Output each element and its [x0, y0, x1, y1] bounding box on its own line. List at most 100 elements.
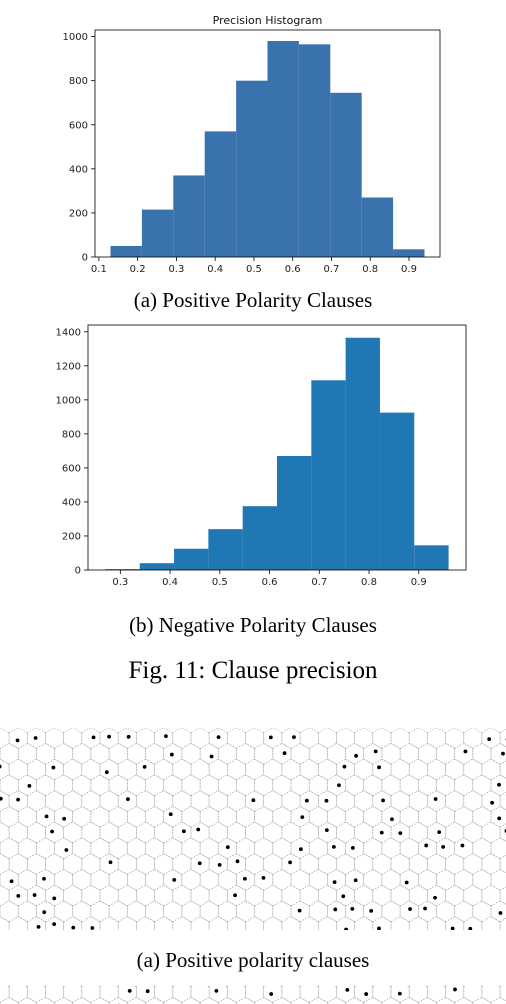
hexagon-cell: [299, 728, 319, 749]
hexagon-cell: [17, 837, 37, 860]
hexagon-cell: [245, 853, 265, 875]
hexagon-cell: [36, 837, 55, 860]
hexagon-cell: [227, 728, 246, 749]
clause-dot: [423, 906, 427, 911]
histogram-bar: [393, 249, 425, 257]
hexagon-cell: [290, 868, 310, 891]
hexagon-cell: [45, 728, 65, 749]
clause-dot: [463, 749, 468, 754]
hexagon-grid: [0, 728, 506, 930]
y-tick-label: 200: [62, 531, 81, 542]
hexagon-cell: [417, 868, 437, 891]
hexagon-cell: [0, 868, 19, 891]
y-tick-label: 1400: [56, 327, 81, 338]
clause-dot: [51, 765, 56, 770]
hexagon-cell: [190, 986, 210, 1003]
hexagon-cell: [145, 837, 164, 860]
x-tick-label: 0.4: [162, 577, 178, 588]
hexagon-cell: [481, 821, 501, 844]
hexagon-cell: [363, 837, 383, 860]
clause-dot: [298, 847, 303, 852]
x-tick-label: 0.5: [212, 577, 228, 588]
hexagon-cell: [481, 853, 501, 875]
hexagon-cell: [154, 728, 174, 749]
hexagon-cell: [172, 728, 192, 749]
hexagon-cell: [417, 805, 437, 828]
hexagon-cell: [163, 868, 183, 891]
hexagon-cell: [90, 837, 110, 860]
hexagon-cell: [445, 728, 465, 749]
hexagon-cell: [0, 774, 19, 797]
clause-dot: [71, 925, 76, 930]
hexagon-cell: [299, 758, 319, 781]
hexagon-cell: [354, 986, 374, 1003]
hexagon-cell: [208, 986, 228, 1003]
hexagon-cell: [72, 900, 92, 923]
clause-dot: [52, 896, 57, 901]
clause-dot: [288, 860, 292, 865]
hexagon-cell: [45, 758, 65, 781]
histogram-bar: [208, 529, 243, 570]
hexagon-cell: [72, 742, 92, 765]
clause-dot: [441, 845, 446, 849]
hexagon-cell: [354, 758, 374, 781]
hexagon-cell: [90, 742, 110, 765]
hexagon-cell: [0, 821, 10, 844]
hexagon-cell: [236, 805, 255, 828]
hexagon-cell: [36, 742, 55, 765]
hexagon-cell: [90, 900, 110, 923]
hexagon-cell: [8, 728, 28, 749]
clause-dot: [437, 830, 442, 835]
hexagon-cell: [172, 790, 192, 812]
hexagon-cell: [36, 774, 55, 797]
hexagon-cell: [227, 986, 246, 1003]
histogram-bar: [277, 456, 312, 570]
hexagon-cell: [345, 996, 365, 1004]
clause-dot: [251, 798, 256, 803]
clause-dot: [169, 752, 174, 757]
hexagon-cell: [227, 758, 246, 781]
hexagon-cell: [481, 790, 501, 812]
hexagon-cell: [17, 742, 37, 765]
hexagon-cell: [81, 986, 101, 1003]
hexagon-cell: [0, 996, 19, 1004]
hexagon-cell: [136, 728, 155, 749]
hexagon-cell: [427, 728, 446, 749]
hexagon-cell: [145, 805, 164, 828]
clause-dot: [42, 910, 47, 915]
hexagon-cell: [172, 758, 192, 781]
clause-dot: [27, 784, 32, 788]
hexagon-cell: [399, 900, 419, 923]
clause-dot: [337, 783, 341, 788]
hexagon-cell: [199, 742, 219, 765]
hexagon-cell: [26, 986, 46, 1003]
hexagon-cell: [345, 805, 365, 828]
hexagon-cell: [217, 868, 237, 891]
hexagon-cell: [327, 900, 346, 923]
hexagon-cell: [436, 900, 456, 923]
hexagon-cell: [136, 790, 155, 812]
y-tick-label: 600: [62, 463, 81, 474]
hexagon-cell: [408, 821, 428, 844]
hexagon-cell: [54, 805, 73, 828]
clause-dot: [487, 737, 492, 742]
hexagon-cell: [81, 758, 101, 781]
hexagon-cell: [236, 868, 255, 891]
hexagon-cell: [481, 986, 501, 1003]
hexagon-cell: [281, 728, 301, 749]
hexagon-cell: [399, 837, 419, 860]
hexagon-cell: [217, 774, 237, 797]
hexagon-cell: [336, 853, 355, 875]
clause-dot: [433, 797, 438, 801]
hexagon-cell: [172, 986, 192, 1003]
hexagon-cell: [163, 805, 183, 828]
hexagon-cell: [417, 742, 437, 765]
hexagon-cell: [8, 884, 28, 907]
hexagon-cell: [163, 837, 183, 860]
clause-dot: [52, 922, 57, 926]
y-tick-label: 800: [69, 76, 88, 87]
hexagon-cell: [272, 900, 292, 923]
hexagon-cell: [290, 805, 310, 828]
hexagon-cell: [36, 900, 55, 923]
hexagon-cell: [117, 758, 137, 781]
